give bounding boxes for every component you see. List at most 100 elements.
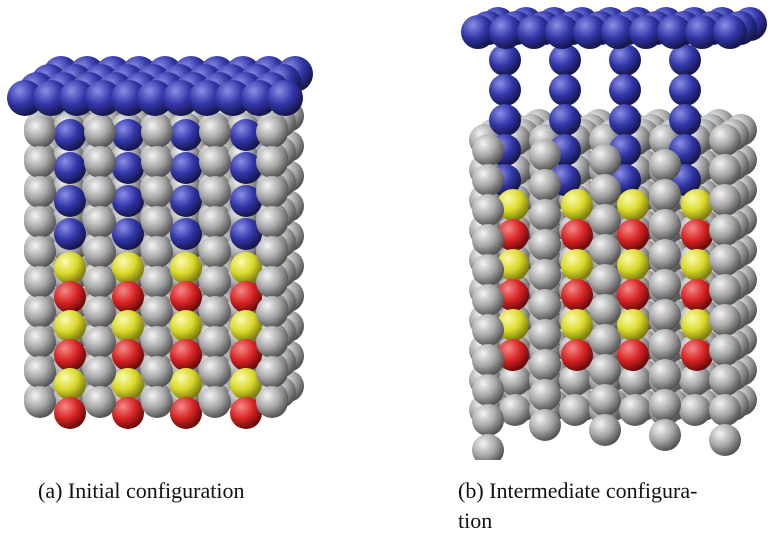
sphere (54, 119, 86, 151)
sphere (256, 296, 288, 328)
sphere (589, 384, 621, 416)
sphere (170, 339, 202, 371)
sphere (84, 206, 116, 238)
sphere (256, 386, 288, 418)
sphere (84, 266, 116, 298)
sphere (112, 119, 144, 151)
sphere (24, 296, 56, 328)
sphere (24, 356, 56, 388)
sphere (84, 146, 116, 178)
caption-a: (a) Initial configuration (38, 476, 244, 506)
sphere (199, 206, 231, 238)
sphere (141, 326, 173, 358)
sphere (681, 339, 713, 371)
sphere (24, 206, 56, 238)
sphere (256, 146, 288, 178)
sphere (112, 368, 144, 400)
sphere (472, 344, 504, 376)
caption-line: tion (458, 506, 697, 536)
sphere (112, 339, 144, 371)
sphere (529, 349, 561, 381)
sphere (561, 339, 593, 371)
sphere (649, 239, 681, 271)
sphere (24, 386, 56, 418)
sphere (649, 299, 681, 331)
sphere (141, 176, 173, 208)
sphere (589, 264, 621, 296)
sphere (649, 419, 681, 451)
sphere (561, 219, 593, 251)
sphere (170, 218, 202, 250)
sphere (54, 185, 86, 217)
sphere (589, 324, 621, 356)
sphere (54, 281, 86, 313)
sphere (54, 397, 86, 429)
sphere (472, 134, 504, 166)
sphere (472, 404, 504, 436)
sphere (24, 236, 56, 268)
sphere (256, 176, 288, 208)
sphere (617, 309, 649, 341)
sphere (472, 164, 504, 196)
sphere (141, 296, 173, 328)
sphere (669, 104, 701, 136)
sphere (256, 236, 288, 268)
sphere (472, 254, 504, 286)
sphere (649, 359, 681, 391)
sphere (561, 249, 593, 281)
sphere (112, 185, 144, 217)
sphere (709, 244, 741, 276)
sphere (112, 252, 144, 284)
sphere (561, 189, 593, 221)
sphere (24, 116, 56, 148)
sphere (112, 152, 144, 184)
sphere (199, 386, 231, 418)
panel-a-spheres (7, 56, 313, 429)
sphere (709, 154, 741, 186)
sphere (679, 394, 711, 426)
sphere (709, 184, 741, 216)
sphere (609, 104, 641, 136)
sphere (589, 414, 621, 446)
page: {"figures": [ {"caption_lines": ["(a) In… (0, 0, 768, 543)
sphere (549, 104, 581, 136)
sphere (141, 386, 173, 418)
sphere (681, 219, 713, 251)
sphere (199, 176, 231, 208)
sphere (529, 199, 561, 231)
sphere (199, 146, 231, 178)
sphere (709, 424, 741, 456)
sphere (84, 326, 116, 358)
sphere (199, 266, 231, 298)
sphere (709, 274, 741, 306)
sphere (709, 214, 741, 246)
sphere (170, 281, 202, 313)
sphere (141, 266, 173, 298)
sphere (472, 314, 504, 346)
sphere (529, 409, 561, 441)
sphere (589, 234, 621, 266)
sphere (112, 218, 144, 250)
sphere (649, 329, 681, 361)
sphere (619, 394, 651, 426)
sphere (529, 319, 561, 351)
sphere (170, 152, 202, 184)
sphere (24, 176, 56, 208)
sphere (24, 326, 56, 358)
sphere (84, 296, 116, 328)
caption-line: (b) Intermediate configura- (458, 476, 697, 506)
sphere (561, 309, 593, 341)
sphere (709, 364, 741, 396)
sphere (489, 74, 521, 106)
sphere (649, 209, 681, 241)
sphere (681, 309, 713, 341)
sphere (256, 116, 288, 148)
sphere (713, 15, 747, 49)
sphere (199, 236, 231, 268)
sphere (256, 266, 288, 298)
sphere (24, 266, 56, 298)
sphere (84, 236, 116, 268)
sphere (589, 204, 621, 236)
sphere (54, 152, 86, 184)
sphere (529, 289, 561, 321)
